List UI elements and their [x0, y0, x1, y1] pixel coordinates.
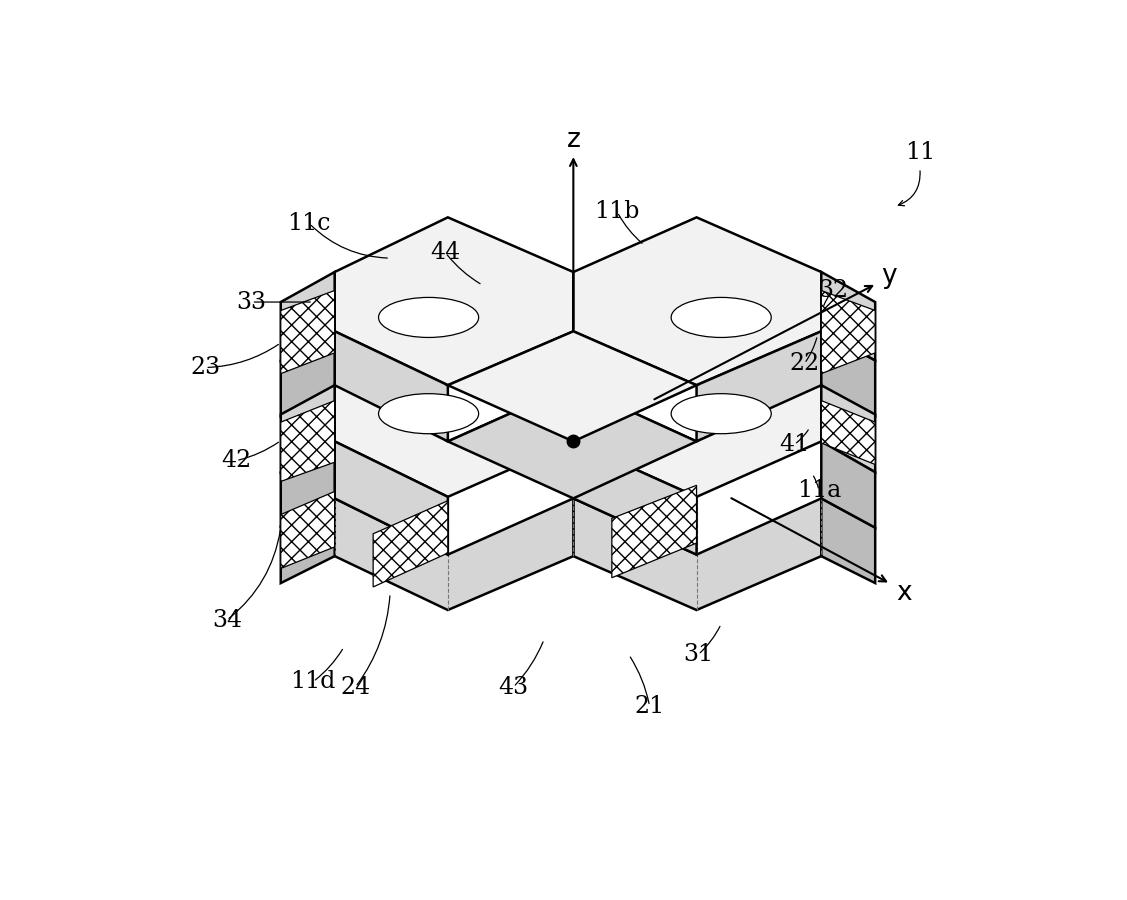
Text: 33: 33: [237, 291, 266, 313]
Text: y: y: [881, 263, 897, 289]
Text: x: x: [896, 580, 912, 606]
Polygon shape: [335, 385, 574, 497]
Text: 41: 41: [779, 433, 809, 456]
Ellipse shape: [672, 297, 771, 338]
Polygon shape: [822, 272, 876, 361]
Polygon shape: [574, 499, 822, 610]
Text: 32: 32: [818, 279, 848, 302]
Polygon shape: [822, 385, 876, 472]
Ellipse shape: [379, 297, 479, 338]
Polygon shape: [574, 217, 822, 385]
Polygon shape: [335, 331, 447, 441]
Polygon shape: [281, 499, 335, 583]
Polygon shape: [281, 400, 335, 482]
Polygon shape: [822, 441, 876, 527]
Text: 31: 31: [683, 644, 713, 666]
Text: 44: 44: [431, 241, 461, 265]
Polygon shape: [281, 331, 335, 416]
Text: 43: 43: [498, 676, 529, 698]
Text: 21: 21: [635, 695, 665, 718]
Polygon shape: [822, 291, 876, 373]
Polygon shape: [281, 385, 335, 472]
Ellipse shape: [379, 393, 479, 434]
Polygon shape: [281, 491, 335, 569]
Text: 11d: 11d: [291, 670, 336, 693]
Text: 11c: 11c: [287, 212, 331, 235]
Polygon shape: [612, 485, 696, 578]
Polygon shape: [574, 385, 822, 497]
Polygon shape: [281, 291, 335, 373]
Polygon shape: [574, 441, 696, 554]
Polygon shape: [335, 441, 447, 554]
Polygon shape: [447, 385, 696, 499]
Polygon shape: [335, 217, 574, 385]
Polygon shape: [822, 400, 876, 464]
Polygon shape: [822, 499, 876, 583]
Text: 11b: 11b: [595, 201, 640, 223]
Text: 34: 34: [212, 608, 242, 632]
Text: 23: 23: [190, 356, 221, 379]
FancyArrowPatch shape: [898, 171, 920, 206]
Text: 24: 24: [340, 676, 371, 698]
Polygon shape: [281, 441, 335, 526]
Text: z: z: [567, 127, 580, 153]
Text: 42: 42: [221, 449, 251, 473]
Text: 11: 11: [905, 141, 935, 164]
Text: 22: 22: [789, 352, 819, 375]
Text: 11a: 11a: [797, 479, 841, 502]
Polygon shape: [335, 499, 574, 610]
Polygon shape: [281, 272, 335, 361]
Ellipse shape: [672, 393, 771, 434]
Polygon shape: [373, 500, 447, 587]
Polygon shape: [447, 331, 696, 441]
Polygon shape: [822, 331, 876, 416]
Polygon shape: [696, 331, 822, 441]
